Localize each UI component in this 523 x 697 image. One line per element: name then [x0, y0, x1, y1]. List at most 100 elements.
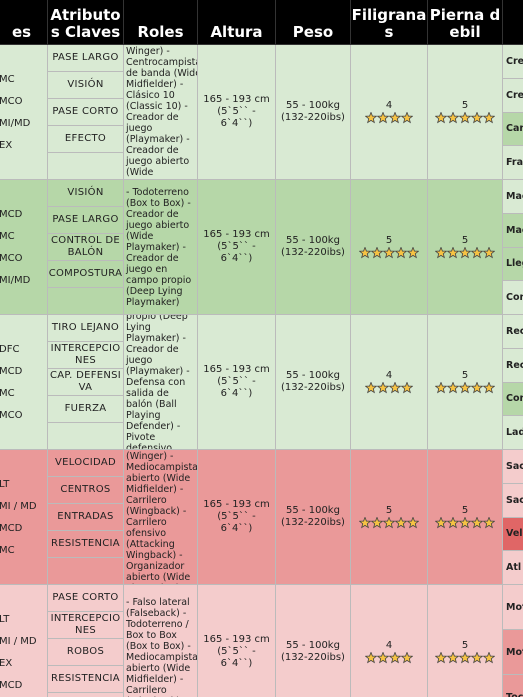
trait: Lad (Th — [503, 416, 523, 450]
attribute: EFECTO — [48, 126, 124, 153]
skill-moves-value: 4 — [385, 640, 393, 651]
trait: Atl (At — [503, 551, 523, 585]
star-rating — [435, 247, 495, 259]
star-rating — [359, 247, 419, 259]
star — [470, 112, 484, 124]
star — [359, 247, 372, 259]
trait: Rec (Re — [503, 348, 523, 383]
skill-moves: 4 — [351, 45, 428, 180]
attribute: CONTROL DE BALÓN — [48, 234, 124, 261]
star — [400, 112, 413, 124]
trait: Mae — [503, 180, 523, 214]
header-cell: Atributos Claves — [48, 0, 124, 45]
star — [470, 382, 484, 394]
skill-moves: 5 — [351, 450, 428, 585]
attribute-empty — [48, 153, 124, 180]
roles-text: - Falso lateral (Falseback) - Todoterren… — [126, 597, 198, 697]
skill-moves: 4 — [351, 315, 428, 450]
trait: Vel (Sp — [503, 517, 523, 552]
position: MCD — [0, 522, 23, 534]
star — [388, 652, 402, 664]
positions: MCD MC MCO MI/MD — [0, 180, 48, 315]
position: MCO — [0, 252, 23, 264]
star — [458, 517, 472, 529]
star — [470, 247, 484, 259]
star — [446, 382, 460, 394]
header-cell: Filigranas — [351, 0, 428, 45]
star — [435, 247, 448, 259]
roles: en campo propio (Deep Lying Playmaker) -… — [124, 315, 198, 450]
trait: Cre — [503, 45, 523, 79]
roles-text: - Extremo (Winger) - Mediocampista abier… — [126, 450, 198, 584]
star-rating — [365, 652, 413, 664]
skill-moves-value: 4 — [385, 370, 393, 381]
star — [435, 112, 448, 124]
trait: Mae — [503, 213, 523, 248]
height: 165 - 193 cm (5`5`` - 6`4``) — [198, 585, 276, 697]
trait: Mot (En — [503, 630, 523, 675]
star-rating — [435, 652, 495, 664]
height: 165 - 193 cm (5`5`` - 6`4``) — [198, 180, 276, 315]
star — [458, 652, 472, 664]
star — [458, 247, 472, 259]
position: MI / MD — [0, 500, 37, 512]
star — [376, 652, 390, 664]
star — [482, 112, 495, 124]
weak-foot-value: 5 — [461, 640, 469, 651]
star — [394, 247, 408, 259]
star — [482, 247, 495, 259]
weight: 55 - 100kg (132-220ibs) — [276, 585, 351, 697]
trait: Cor (Dr — [503, 382, 523, 417]
attribute: VISIÓN — [48, 180, 124, 207]
attribute: VISIÓN — [48, 72, 124, 99]
star — [458, 112, 472, 124]
height: 165 - 193 cm (5`5`` - 6`4``) — [198, 45, 276, 180]
star — [446, 517, 460, 529]
weight: 55 - 100kg (132-220ibs) — [276, 45, 351, 180]
roles: - Todoterreno (Box to Box) - Creador de … — [124, 180, 198, 315]
height: 165 - 193 cm (5`5`` - 6`4``) — [198, 315, 276, 450]
star — [382, 247, 396, 259]
header-cell: A — [503, 0, 523, 45]
attribute: CENTROS — [48, 477, 124, 504]
roles-text: Winger) - Centrocampista de banda (Wide … — [126, 46, 198, 178]
trait: Mot (En — [503, 585, 523, 630]
trait: Fra (Sn — [503, 146, 523, 180]
position: MCO — [0, 409, 23, 421]
height: 165 - 193 cm (5`5`` - 6`4``) — [198, 450, 276, 585]
attribute: INTERCEPCIONES — [48, 342, 124, 369]
roles: Winger) - Centrocampista de banda (Wide … — [124, 45, 198, 180]
header-cell: Altura — [198, 0, 276, 45]
weak-foot: 5 — [428, 315, 503, 450]
star-rating — [359, 517, 419, 529]
position: MCO — [0, 95, 23, 107]
position: MI/MD — [0, 274, 31, 286]
attribute: INTERCEPCIONES — [48, 612, 124, 639]
position: LT — [0, 478, 10, 490]
attribute: PASE LARGO — [48, 45, 124, 72]
weak-foot: 5 — [428, 585, 503, 697]
header-cell: Pierna debil — [428, 0, 503, 45]
attribute: COMPOSTURA — [48, 261, 124, 288]
star — [446, 112, 460, 124]
star — [482, 517, 495, 529]
position: MCD — [0, 365, 23, 377]
skill-moves-value: 4 — [385, 100, 393, 111]
trait: Toc (Ev — [503, 675, 523, 697]
roles: - Falso lateral (Falseback) - Todoterren… — [124, 585, 198, 697]
weak-foot: 5 — [428, 450, 503, 585]
star — [470, 652, 484, 664]
header-cell: Peso — [276, 0, 351, 45]
star — [470, 517, 484, 529]
star — [365, 652, 378, 664]
skill-moves: 5 — [351, 180, 428, 315]
star — [382, 517, 396, 529]
header-cell: es — [0, 0, 48, 45]
star — [406, 517, 419, 529]
weak-foot-value: 5 — [461, 100, 469, 111]
attribute: RESISTENCIA — [48, 531, 124, 558]
positions: LT MI / MD MCD MC — [0, 450, 48, 585]
attribute-empty — [48, 693, 124, 697]
star-rating — [365, 112, 413, 124]
position: MCD — [0, 679, 23, 691]
